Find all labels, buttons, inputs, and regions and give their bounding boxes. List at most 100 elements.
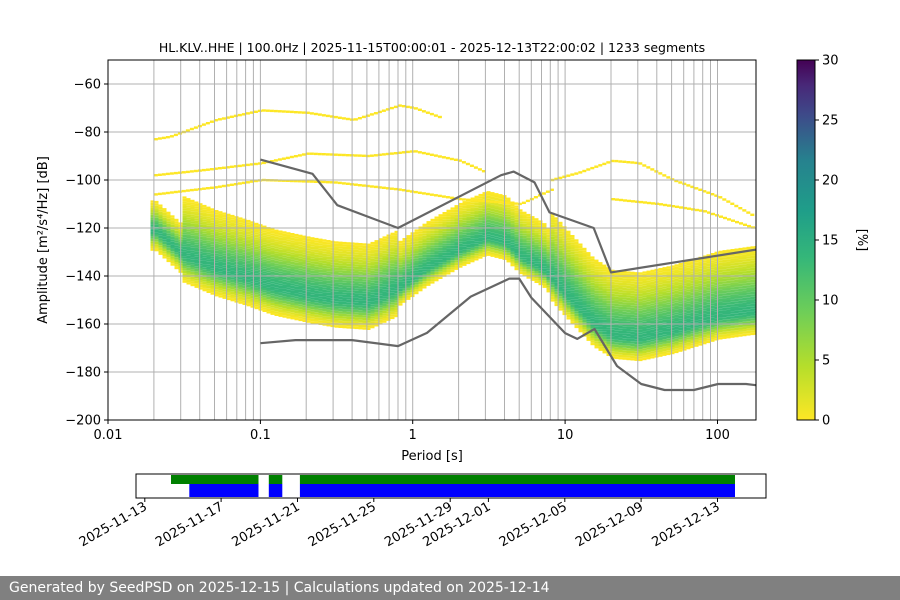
psd-cell — [634, 332, 639, 335]
psd-cell — [214, 238, 219, 242]
psd-cell — [458, 250, 463, 254]
psd-cell — [542, 266, 547, 269]
psd-cell — [446, 245, 451, 249]
psd-cell — [390, 287, 395, 291]
psd-cell — [494, 209, 499, 213]
psd-cell — [310, 268, 315, 271]
psd-cell — [414, 284, 419, 287]
psd-cell — [398, 267, 403, 270]
psd-cell — [678, 325, 683, 328]
psd-cell — [570, 235, 575, 238]
psd-cell — [354, 278, 359, 282]
psd-cell — [650, 356, 655, 359]
psd-cell — [170, 234, 175, 237]
psd-cell — [194, 237, 199, 240]
psd-cell — [610, 279, 615, 282]
psd-cell — [486, 231, 491, 235]
psd-cell — [222, 236, 227, 239]
psd-cell — [282, 245, 287, 249]
psd-cell — [738, 247, 743, 251]
psd-cell — [150, 207, 155, 210]
psd-cell — [346, 268, 351, 271]
psd-cell — [550, 236, 555, 240]
psd-cell — [438, 226, 443, 229]
psd-cell — [682, 261, 687, 265]
psd-cell — [506, 252, 511, 256]
psd-cell — [182, 203, 187, 206]
psd-cell — [710, 329, 715, 333]
psd-cell — [222, 238, 227, 242]
psd-cell — [354, 293, 359, 296]
psd-cell — [342, 261, 347, 264]
psd-cell — [358, 276, 363, 279]
psd-cell — [518, 218, 523, 222]
psd-cell — [554, 303, 559, 307]
psd-cell — [458, 253, 463, 256]
psd-cell — [526, 216, 531, 219]
psd-cell — [186, 234, 191, 237]
psd-cell — [298, 292, 303, 295]
psd-cell — [594, 262, 599, 265]
psd-cell — [454, 241, 459, 244]
psd-cell — [194, 249, 199, 252]
psd-cell — [678, 306, 683, 309]
psd-cell — [518, 211, 523, 215]
psd-cell — [506, 209, 511, 212]
psd-cell — [598, 266, 603, 270]
psd-cell — [330, 262, 335, 265]
psd-cell — [326, 276, 331, 279]
psd-cell — [514, 207, 519, 211]
psd-cell — [462, 261, 467, 264]
psd-cell — [694, 330, 699, 333]
psd-cell — [382, 308, 387, 311]
psd-cell — [282, 243, 287, 246]
psd-cell — [670, 347, 675, 350]
psd-cell — [242, 245, 247, 248]
psd-cell — [462, 203, 467, 206]
psd-cell — [370, 297, 375, 300]
psd-cell — [226, 247, 231, 250]
psd-cell — [690, 261, 695, 265]
psd-cell — [478, 222, 483, 226]
psd-cell — [422, 228, 427, 231]
psd-cell — [562, 276, 567, 280]
psd-cell — [434, 218, 439, 222]
psd-cell — [270, 300, 275, 303]
psd-cell — [346, 326, 351, 329]
psd-cell — [274, 263, 279, 266]
psd-cell — [534, 232, 539, 235]
psd-cell — [590, 299, 595, 302]
psd-cell — [486, 243, 491, 247]
psd-cell — [738, 283, 743, 287]
psd-cell — [550, 229, 555, 232]
psd-cell — [674, 343, 679, 346]
psd-cell — [546, 263, 551, 266]
psd-cell — [314, 319, 319, 322]
psd-cell — [322, 268, 327, 271]
psd-cell — [174, 235, 179, 238]
psd-cell — [326, 297, 331, 300]
psd-cell — [734, 301, 739, 304]
psd-cell — [238, 217, 243, 220]
psd-cell — [526, 261, 531, 265]
psd-cell — [626, 348, 631, 351]
psd-cell — [694, 315, 699, 318]
psd-cell — [326, 242, 331, 245]
psd-cell — [366, 294, 371, 297]
psd-cell — [322, 280, 327, 283]
psd-cell — [578, 255, 583, 258]
psd-cell — [186, 277, 191, 280]
psd-cell — [254, 285, 259, 288]
psd-cell — [418, 233, 423, 237]
psd-cell — [490, 252, 495, 255]
psd-cell — [746, 282, 751, 286]
psd-cell — [414, 253, 419, 256]
psd-cell — [606, 281, 611, 284]
psd-cell — [190, 216, 195, 219]
psd-cell — [298, 273, 303, 276]
psd-cell — [718, 260, 723, 263]
psd-cell — [218, 295, 223, 298]
psd-cell — [598, 293, 603, 296]
psd-cell — [630, 331, 635, 335]
psd-cell — [650, 320, 655, 323]
